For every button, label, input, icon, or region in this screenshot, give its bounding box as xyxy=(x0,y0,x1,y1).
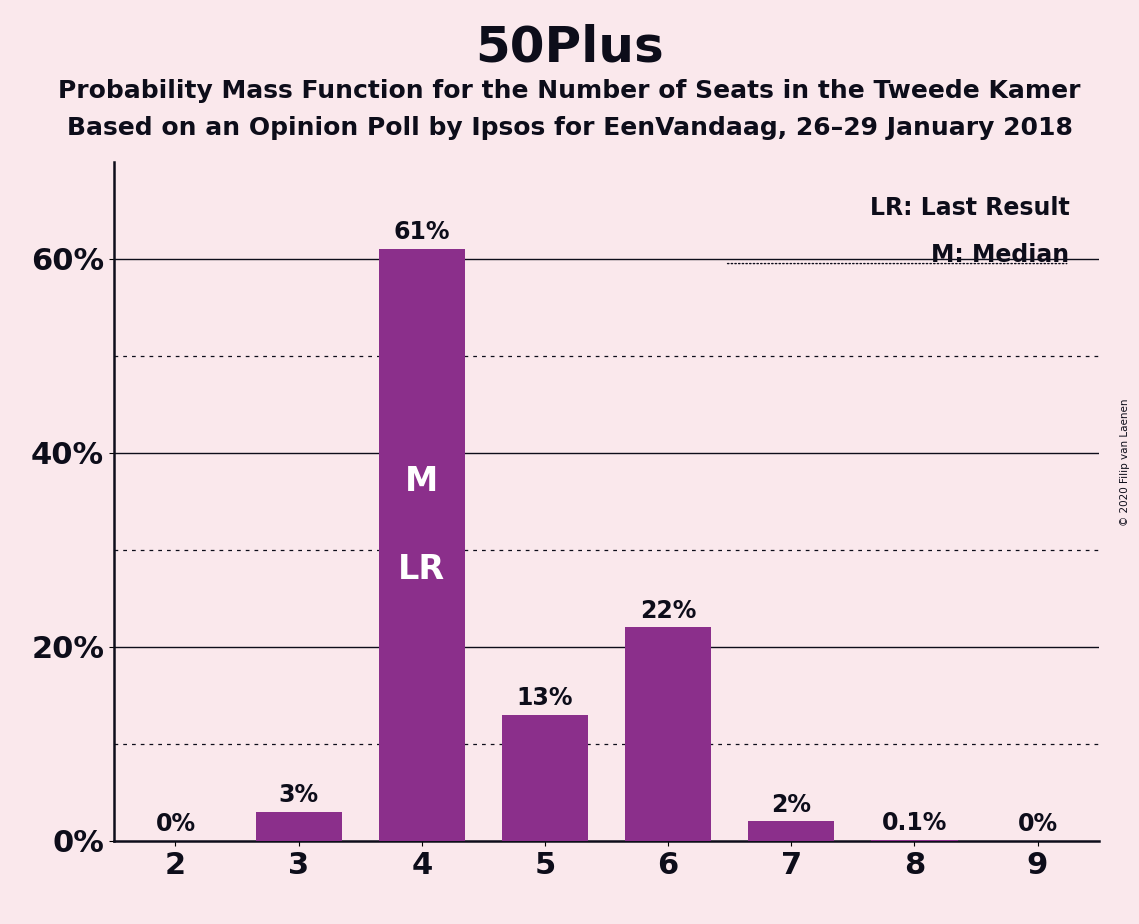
Text: 0%: 0% xyxy=(1017,812,1058,836)
Text: LR: Last Result: LR: Last Result xyxy=(870,196,1070,220)
Text: 22%: 22% xyxy=(640,599,696,623)
Text: © 2020 Filip van Laenen: © 2020 Filip van Laenen xyxy=(1120,398,1130,526)
Bar xyxy=(502,715,588,841)
Text: Based on an Opinion Poll by Ipsos for EenVandaag, 26–29 January 2018: Based on an Opinion Poll by Ipsos for Ee… xyxy=(66,116,1073,140)
Text: 3%: 3% xyxy=(279,783,319,807)
Text: LR: LR xyxy=(399,553,445,586)
Text: 13%: 13% xyxy=(517,686,573,710)
Text: 2%: 2% xyxy=(771,793,811,817)
Text: 61%: 61% xyxy=(394,220,450,244)
Text: M: M xyxy=(405,466,439,498)
Bar xyxy=(378,249,465,841)
Text: 0.1%: 0.1% xyxy=(882,811,948,835)
Bar xyxy=(871,840,958,841)
Text: M: Median: M: Median xyxy=(932,243,1070,267)
Text: 0%: 0% xyxy=(155,812,196,836)
Bar xyxy=(255,812,342,841)
Text: 50Plus: 50Plus xyxy=(475,23,664,71)
Bar xyxy=(625,627,711,841)
Text: Probability Mass Function for the Number of Seats in the Tweede Kamer: Probability Mass Function for the Number… xyxy=(58,79,1081,103)
Bar xyxy=(748,821,835,841)
